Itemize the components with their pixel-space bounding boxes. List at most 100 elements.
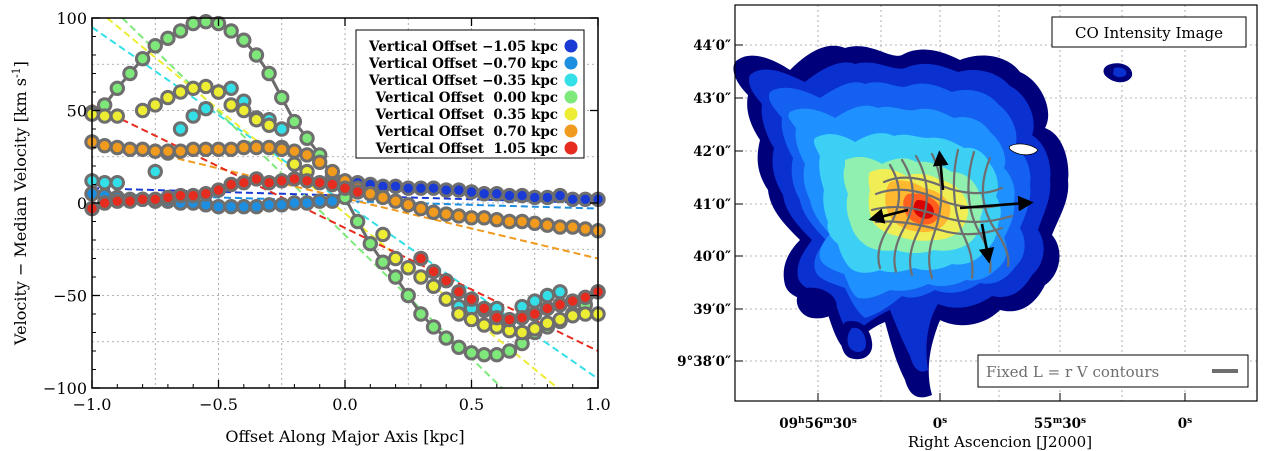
legend-swatch [564,124,578,138]
data-point [476,186,492,202]
x-tick-label: −0.5 [199,395,238,414]
arrow-north [932,150,949,191]
data-point [476,210,492,226]
data-point [185,108,201,124]
legend-entry-label: Vertical Offset 0.00 kpc [375,90,558,106]
map-y-tick-label: 40′0″ [693,249,731,265]
data-point [223,97,239,113]
data-point [286,195,303,211]
data-point [565,191,581,208]
data-point [312,154,328,171]
data-point [552,311,568,328]
data-point [375,254,391,270]
data-point [160,189,176,206]
data-point [236,102,252,119]
data-point [274,121,290,137]
l-rv-contour-curve [870,206,1014,224]
x-tick-label: 1.0 [585,395,610,414]
data-point [387,193,404,209]
data-point [438,273,454,289]
map-hole [1008,143,1039,156]
data-point [172,23,189,39]
data-point [413,306,429,322]
data-point [577,221,594,237]
data-point [438,206,454,222]
data-point [96,137,113,154]
data-point [451,306,467,322]
data-point [96,108,113,124]
y-tick-label: 0 [77,194,87,213]
data-point [463,311,480,328]
map-x-tick-label: 0s [933,416,947,432]
data-point [527,215,543,232]
data-point [413,200,429,217]
data-point [552,297,568,313]
map-y-tick-label: 43′0″ [693,91,731,107]
data-point [312,193,328,209]
data-point [413,180,429,196]
arrow-south [978,223,995,264]
data-point [223,176,239,193]
legend-entry-label: Vertical Offset −0.35 kpc [368,73,558,89]
data-point [122,65,138,82]
data-point [438,291,454,307]
data-point [261,117,277,134]
data-point [324,193,341,209]
data-point [248,112,265,128]
data-point [527,306,543,322]
data-point [299,173,315,189]
data-point [425,204,442,220]
map-y-tick-label: 39′0″ [693,302,731,318]
data-point [552,219,568,235]
data-point [147,163,163,180]
data-point [400,197,416,213]
data-point [109,193,126,209]
satellite-blob-5 [847,327,866,352]
map-x-axis-label: Right Ascencion [J2000] [908,433,1092,451]
x-tick-label: −1.0 [73,395,112,414]
data-point [223,141,239,158]
data-point [198,186,214,202]
contour-legend-label: Fixed L = r V contours [986,363,1159,381]
data-point [501,311,518,328]
data-point [248,199,265,215]
data-point [425,319,442,335]
title-box: CO Intensity Image [1051,16,1247,48]
data-point [134,51,151,67]
legend-swatch [564,73,578,87]
map-y-tick-label: 9°38′0″ [677,354,731,370]
legend-entry-label: Vertical Offset −0.70 kpc [368,56,558,72]
data-point [501,213,518,230]
data-point [274,89,290,106]
data-point [261,197,277,213]
data-point [387,250,404,267]
data-point [463,184,480,200]
kinematic-arrows [868,150,1034,264]
data-points [84,14,606,363]
data-point [451,339,467,355]
co-intensity-blob [733,45,1133,398]
data-point [514,213,530,230]
data-point [337,180,353,196]
data-point [425,180,442,196]
map-y-tick-label: 41′0″ [693,197,731,213]
data-point [122,193,138,209]
data-point [160,143,176,159]
data-point [236,174,252,191]
data-point [463,291,480,307]
x-axis-label: Offset Along Major Axis [kpc] [225,427,464,446]
data-point [539,315,556,331]
data-point [413,250,429,267]
data-point [539,217,556,233]
satellite-blob-2 [1113,67,1127,78]
data-point [236,139,252,156]
data-point [248,47,265,63]
legend-swatch [564,39,578,53]
legend-swatch [564,56,578,70]
data-point [299,130,315,146]
map-y-tick-label: 44′0″ [693,38,731,54]
data-point [489,186,505,202]
y-tick-label: −50 [53,287,87,306]
data-point [539,300,556,317]
data-point [514,310,530,326]
